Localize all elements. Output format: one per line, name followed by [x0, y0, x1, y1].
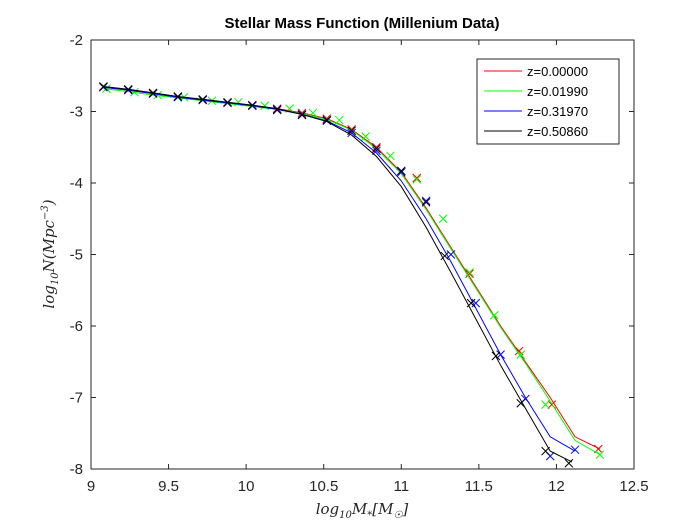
data-point-marker [440, 251, 450, 261]
data-point-marker [421, 197, 431, 207]
data-point-marker [347, 126, 356, 136]
data-point-marker [412, 175, 422, 184]
series-z=0.50860 [99, 82, 574, 468]
legend-entry: z=0.01990 [484, 84, 588, 99]
data-point-marker [595, 450, 605, 460]
legend-box [476, 58, 620, 145]
x-tick-label: 11 [393, 478, 409, 495]
legend-entry: z=0.50860 [484, 124, 588, 139]
data-point-marker [593, 444, 603, 454]
legend-label: z=0.00000 [527, 64, 588, 79]
data-point-marker [570, 445, 580, 455]
svg-text:log10M*[M☉]: log10M*[M☉] [316, 500, 409, 521]
tick-layer: 9 9.5 10 10.5 11 11.5 12 12.5 -2 -3 -4 -5 -6 -7 -8 [70, 32, 649, 495]
x-tick-label: 12 [548, 478, 565, 495]
data-point-marker [123, 85, 133, 95]
data-point-marker [153, 90, 163, 100]
data-point-marker [386, 151, 395, 161]
legend-entries: z=0.00000 z=0.01990 z=0.31970 z=0.50860 [484, 64, 588, 139]
data-point-marker [272, 105, 282, 114]
data-point-marker [173, 92, 183, 101]
data-point-marker [465, 269, 474, 279]
data-point-marker [247, 101, 257, 111]
x-tick-label: 9.5 [158, 478, 179, 495]
data-point-marker [465, 268, 474, 277]
data-point-marker [421, 196, 431, 206]
x-tick-label: 11.5 [465, 478, 493, 495]
data-point-marker [516, 350, 526, 359]
data-point-marker [372, 142, 381, 152]
y-tick-label: -4 [70, 175, 83, 192]
data-point-marker [541, 446, 550, 456]
data-point-marker [541, 400, 550, 410]
y-tick-label: -8 [70, 461, 83, 478]
data-point-marker [297, 110, 307, 120]
data-point-marker [347, 128, 356, 138]
data-point-marker [272, 105, 282, 115]
chart-title: Stellar Mass Function (Millenium Data) [224, 15, 499, 32]
y-tick-label: -2 [70, 32, 83, 49]
data-point-marker [491, 351, 501, 361]
data-point-marker [148, 89, 158, 98]
legend-entry: z=0.00000 [484, 64, 588, 79]
legend-label: z=0.01990 [527, 84, 588, 99]
data-point-marker [123, 84, 133, 94]
data-point-marker [223, 98, 232, 108]
data-point-marker [372, 146, 381, 156]
data-point-marker [99, 82, 108, 92]
x-tick-label: 10 [238, 478, 255, 495]
y-tick-label: -6 [70, 318, 83, 335]
x-axis-label: log10M*[M☉] [316, 500, 409, 521]
data-point-marker [322, 114, 332, 124]
data-point-marker [247, 100, 257, 110]
legend-label: z=0.50860 [527, 124, 588, 139]
data-point-marker [412, 173, 422, 183]
series-z=0.31970 [99, 82, 580, 461]
data-point-marker [99, 82, 108, 91]
series-line [103, 86, 573, 463]
legend-entry: z=0.31970 [484, 104, 588, 119]
data-point-marker [173, 92, 183, 102]
y-tick-label: -5 [70, 247, 83, 264]
data-point-marker [322, 115, 332, 125]
data-point-marker [308, 108, 318, 118]
legend-label: z=0.31970 [527, 104, 588, 119]
series-line [103, 86, 576, 452]
data-point-marker [496, 350, 505, 359]
data-point-marker [223, 97, 232, 107]
data-point-marker [438, 214, 448, 224]
data-point-marker [396, 166, 406, 176]
x-tick-label: 9 [87, 478, 95, 495]
y-tick-label: -3 [70, 104, 83, 121]
y-tick-label: -7 [70, 390, 83, 407]
data-point-marker [466, 298, 476, 308]
data-point-marker [334, 115, 344, 125]
data-point-marker [148, 88, 158, 98]
x-tick-label: 10.5 [309, 478, 338, 495]
data-point-marker [396, 167, 406, 177]
data-point-marker [516, 398, 526, 408]
data-point-marker [361, 132, 370, 141]
data-point-marker [198, 94, 208, 104]
x-tick-label: 12.5 [619, 478, 648, 495]
data-point-marker [372, 144, 381, 154]
data-point-marker [564, 458, 574, 468]
data-point-marker [490, 310, 499, 320]
legend: z=0.00000 z=0.01990 z=0.31970 z=0.50860 [476, 58, 620, 145]
series-layer [99, 82, 605, 468]
data-point-marker [198, 95, 208, 105]
